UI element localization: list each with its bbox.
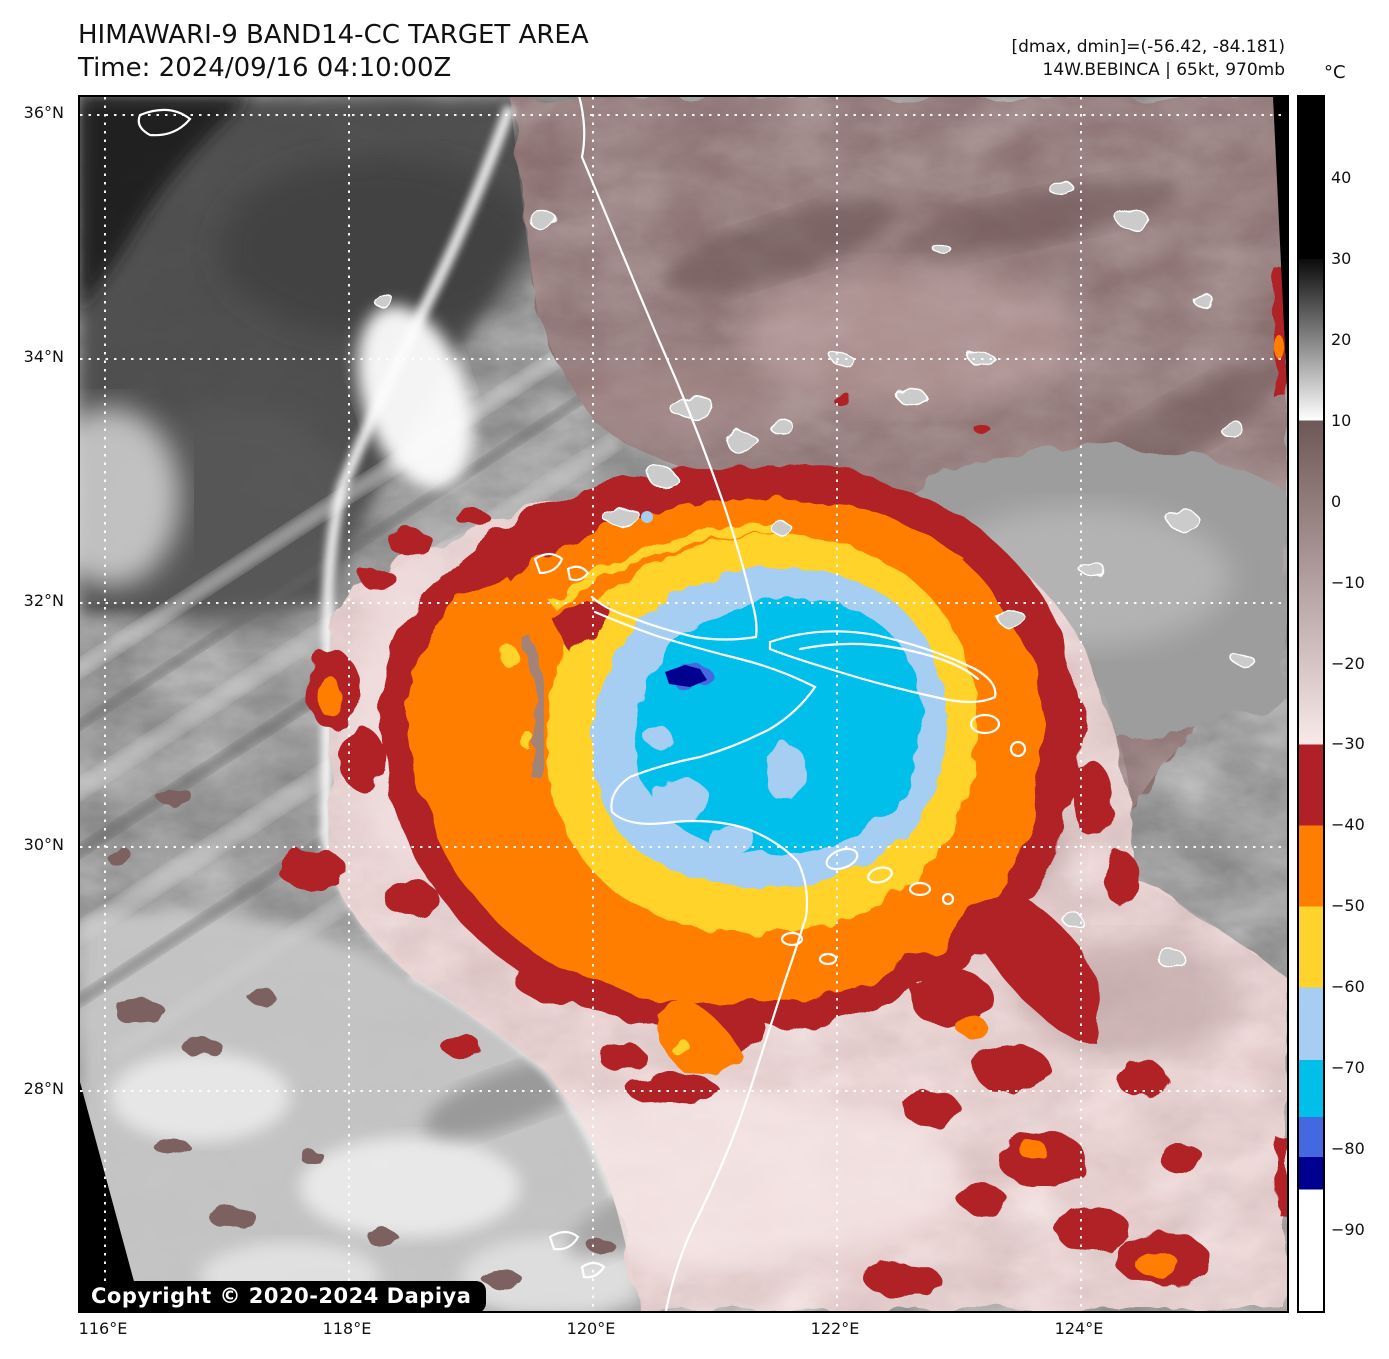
map-art [80, 97, 1287, 1311]
colorbar-tick: −50 [1331, 896, 1365, 916]
satellite-map: Copyright © 2020-2024 Dapiya [78, 95, 1289, 1313]
colorbar-tick: −20 [1331, 653, 1365, 673]
colorbar-tick: −90 [1331, 1220, 1365, 1240]
gray-speckles-north [371, 181, 1253, 968]
colorbar-tick: −70 [1331, 1058, 1365, 1078]
colorbar-tick: 30 [1331, 248, 1352, 268]
storm-info-label: 14W.BEBINCA | 65kt, 970mb [1042, 60, 1285, 80]
lon-tick-label: 124°E [1054, 1319, 1104, 1338]
lat-tick-label: 36°N [23, 103, 64, 122]
colorbar-unit-label: °C [1324, 62, 1346, 83]
latitude-axis-labels: 36°N 34°N 32°N 30°N 28°N [0, 95, 70, 1309]
colorbar-tick: −30 [1331, 734, 1365, 754]
dmax-dmin-label: [dmax, dmin]=(-56.42, -84.181) [1011, 37, 1286, 57]
lat-tick-label: 30°N [23, 835, 64, 854]
colorbar-tick: 0 [1331, 491, 1342, 511]
timestamp-label: Time: 2024/09/16 04:10:00Z [78, 53, 452, 83]
colorbar-tick: −60 [1331, 977, 1365, 997]
lat-tick-label: 28°N [23, 1079, 64, 1098]
colorbar-tick: 40 [1331, 167, 1352, 187]
copyright-badge: Copyright © 2020-2024 Dapiya [80, 1281, 487, 1311]
lat-tick-label: 32°N [23, 591, 64, 610]
colorbar-tick: −80 [1331, 1139, 1365, 1159]
graticule [80, 97, 1287, 1311]
lon-tick-label: 120°E [566, 1319, 616, 1338]
coastline [137, 97, 1027, 1311]
lat-tick-label: 34°N [23, 347, 64, 366]
scan-edge-wedge-top-right [1273, 97, 1287, 389]
colorbar-tick: −10 [1331, 572, 1365, 592]
lon-tick-label: 116°E [78, 1319, 128, 1338]
page-title: HIMAWARI-9 BAND14-CC TARGET AREA [78, 20, 589, 50]
colorbar-tick-labels: 40 30 20 10 0 −10 −20 −30 −40 −50 −60 −70 −80 −90 [1331, 97, 1387, 1311]
lon-tick-label: 122°E [810, 1319, 860, 1338]
brown-speckles-southwest [98, 788, 616, 1296]
colorbar-tick: −40 [1331, 815, 1365, 835]
colorbar-tick: 10 [1331, 410, 1352, 430]
temperature-colorbar [1297, 95, 1325, 1313]
longitude-axis-labels: 116°E 118°E 120°E 122°E 124°E [78, 1319, 1285, 1343]
scan-edge-wedge-bottom-left [80, 1082, 142, 1311]
lon-tick-label: 118°E [322, 1319, 372, 1338]
storm-coldest-navy [665, 665, 707, 687]
colorbar-tick: 20 [1331, 329, 1352, 349]
